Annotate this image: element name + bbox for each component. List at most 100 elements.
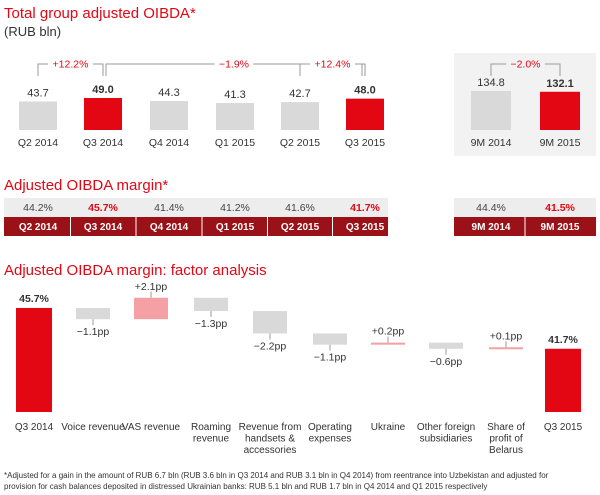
change-label: −2.0% [510,59,540,71]
waterfall-bar [76,307,110,320]
waterfall-category: subsidiaries [420,434,473,445]
bar-Q3-2015 [346,98,384,130]
waterfall-value: −1.1pp [314,352,347,364]
change-label-bg [310,57,355,69]
margin-value: 45.7% [88,202,118,214]
waterfall-category: accessories [244,445,297,456]
waterfall-value: −0.6pp [430,356,463,368]
waterfall-value: −1.3pp [195,318,228,330]
chart1-subtitle: (RUB bln) [4,24,61,39]
waterfall-category: Other foreign [417,422,475,433]
margin-values-strip [4,198,388,217]
margin-value: 41.5% [545,202,575,214]
waterfall-value: 45.7% [19,293,49,305]
waterfall-category: Q3 2014 [15,422,54,433]
margin-category: Q2 2014 [19,222,58,233]
waterfall-category: Ukraine [371,422,406,433]
margin-value: 41.6% [285,202,315,214]
chart2-margin-table: 44.2% Q2 2014 45.7% Q3 2014 41.4% Q4 2014 41.2… [4,198,596,236]
bar-value: 43.7 [27,87,48,99]
margin-category: Q3 2015 [346,222,385,233]
margin-category: Q1 2015 [216,222,255,233]
waterfall-category: Q3 2015 [544,422,583,433]
category-label: Q2 2014 [18,137,58,149]
margin-value: 41.4% [154,202,184,214]
waterfall-category: VAS revenue [122,422,181,433]
category-label: Q3 2014 [83,137,123,149]
chart3-waterfall: 45.7% Q3 2014 −1.1pp Voice revenue +2.1pp VAS… [15,281,583,456]
waterfall-bar [489,347,523,350]
nine-month-values-strip [454,198,596,217]
chart1-title: Total group adjusted OIBDA* [4,5,196,22]
waterfall-category: Belarus [489,445,523,456]
waterfall-category: handsets & [245,434,295,445]
waterfall-value: +2.1pp [135,281,168,293]
margin-value: 41.7% [350,202,380,214]
waterfall-value: 41.7% [548,334,578,346]
waterfall-category: Operating [308,422,352,433]
bar-Q3-2014 [84,98,122,130]
waterfall-bar [134,297,168,320]
change-label-bg [506,57,545,69]
margin-value: 44.4% [476,202,506,214]
bar-Q1-2015 [216,103,254,130]
bar-value: 42.7 [289,88,310,100]
margin-category: 9M 2014 [472,222,511,233]
chart2-title: Adjusted OIBDA margin* [4,177,168,194]
waterfall-bar [16,307,52,412]
margin-value: 44.2% [23,202,53,214]
waterfall-bar [194,297,228,312]
change-label: +12.4% [315,59,351,71]
change-label-bg [48,57,93,69]
waterfall-category: Voice revenue [61,422,125,433]
bar-Q4-2014 [150,101,188,130]
waterfall-category: revenue [193,434,230,445]
bar-value: 41.3 [224,89,245,101]
waterfall-value: −2.2pp [254,340,287,352]
waterfall-bar [253,311,287,334]
waterfall-value: +0.2pp [372,326,405,338]
bar-9M-2014 [471,91,511,130]
waterfall-bar [313,333,347,345]
chart3-title: Adjusted OIBDA margin: factor analysis [4,262,267,279]
footnote-line2: provision for cash balances deposited in… [4,482,487,491]
bar-value: 48.0 [354,85,375,97]
waterfall-category: profit of [489,434,523,445]
category-label: Q2 2015 [280,137,320,149]
change-label-bg [214,57,254,69]
change-label: +12.2% [53,59,89,71]
margin-category: Q3 2014 [84,222,123,233]
waterfall-category: Share of [487,422,525,433]
margin-category: Q4 2014 [150,222,189,233]
waterfall-category: Revenue from [239,422,302,433]
category-label: 9M 2015 [540,137,581,149]
margin-value: 41.2% [220,202,250,214]
waterfall-bar [429,342,463,349]
category-label: 9M 2014 [471,137,512,149]
waterfall-value: −1.1pp [77,326,110,338]
category-label: Q1 2015 [215,137,255,149]
change-label: −1.9% [219,59,249,71]
waterfall-value: +0.1pp [490,330,523,342]
waterfall-category: Roaming [191,422,231,433]
category-label: Q4 2014 [149,137,189,149]
bar-Q2-2014 [19,101,57,130]
bar-value: 49.0 [92,84,113,96]
margin-category-strip [4,217,388,236]
chart1-9m-bars: 134.8 9M 2014 132.1 9M 2015 −2.0% [454,53,596,156]
bar-value: 132.1 [546,78,574,90]
waterfall-category: expenses [309,434,352,445]
bar-9M-2015 [540,91,580,130]
margin-category: 9M 2015 [541,222,580,233]
bar-value: 44.3 [158,87,179,99]
bar-value: 134.8 [477,77,505,89]
chart1-bars: 43.7 Q2 2014 49.0 Q3 2014 44.3 Q4 2014 41.3 Q1 … [18,57,385,149]
category-label: Q3 2015 [345,137,385,149]
waterfall-bar [371,342,405,345]
waterfall-bar [545,348,581,412]
footnote-line1: *Adjusted for a gain in the amount of RU… [4,471,549,480]
bar-Q2-2015 [281,102,319,130]
margin-category: Q2 2015 [281,222,320,233]
